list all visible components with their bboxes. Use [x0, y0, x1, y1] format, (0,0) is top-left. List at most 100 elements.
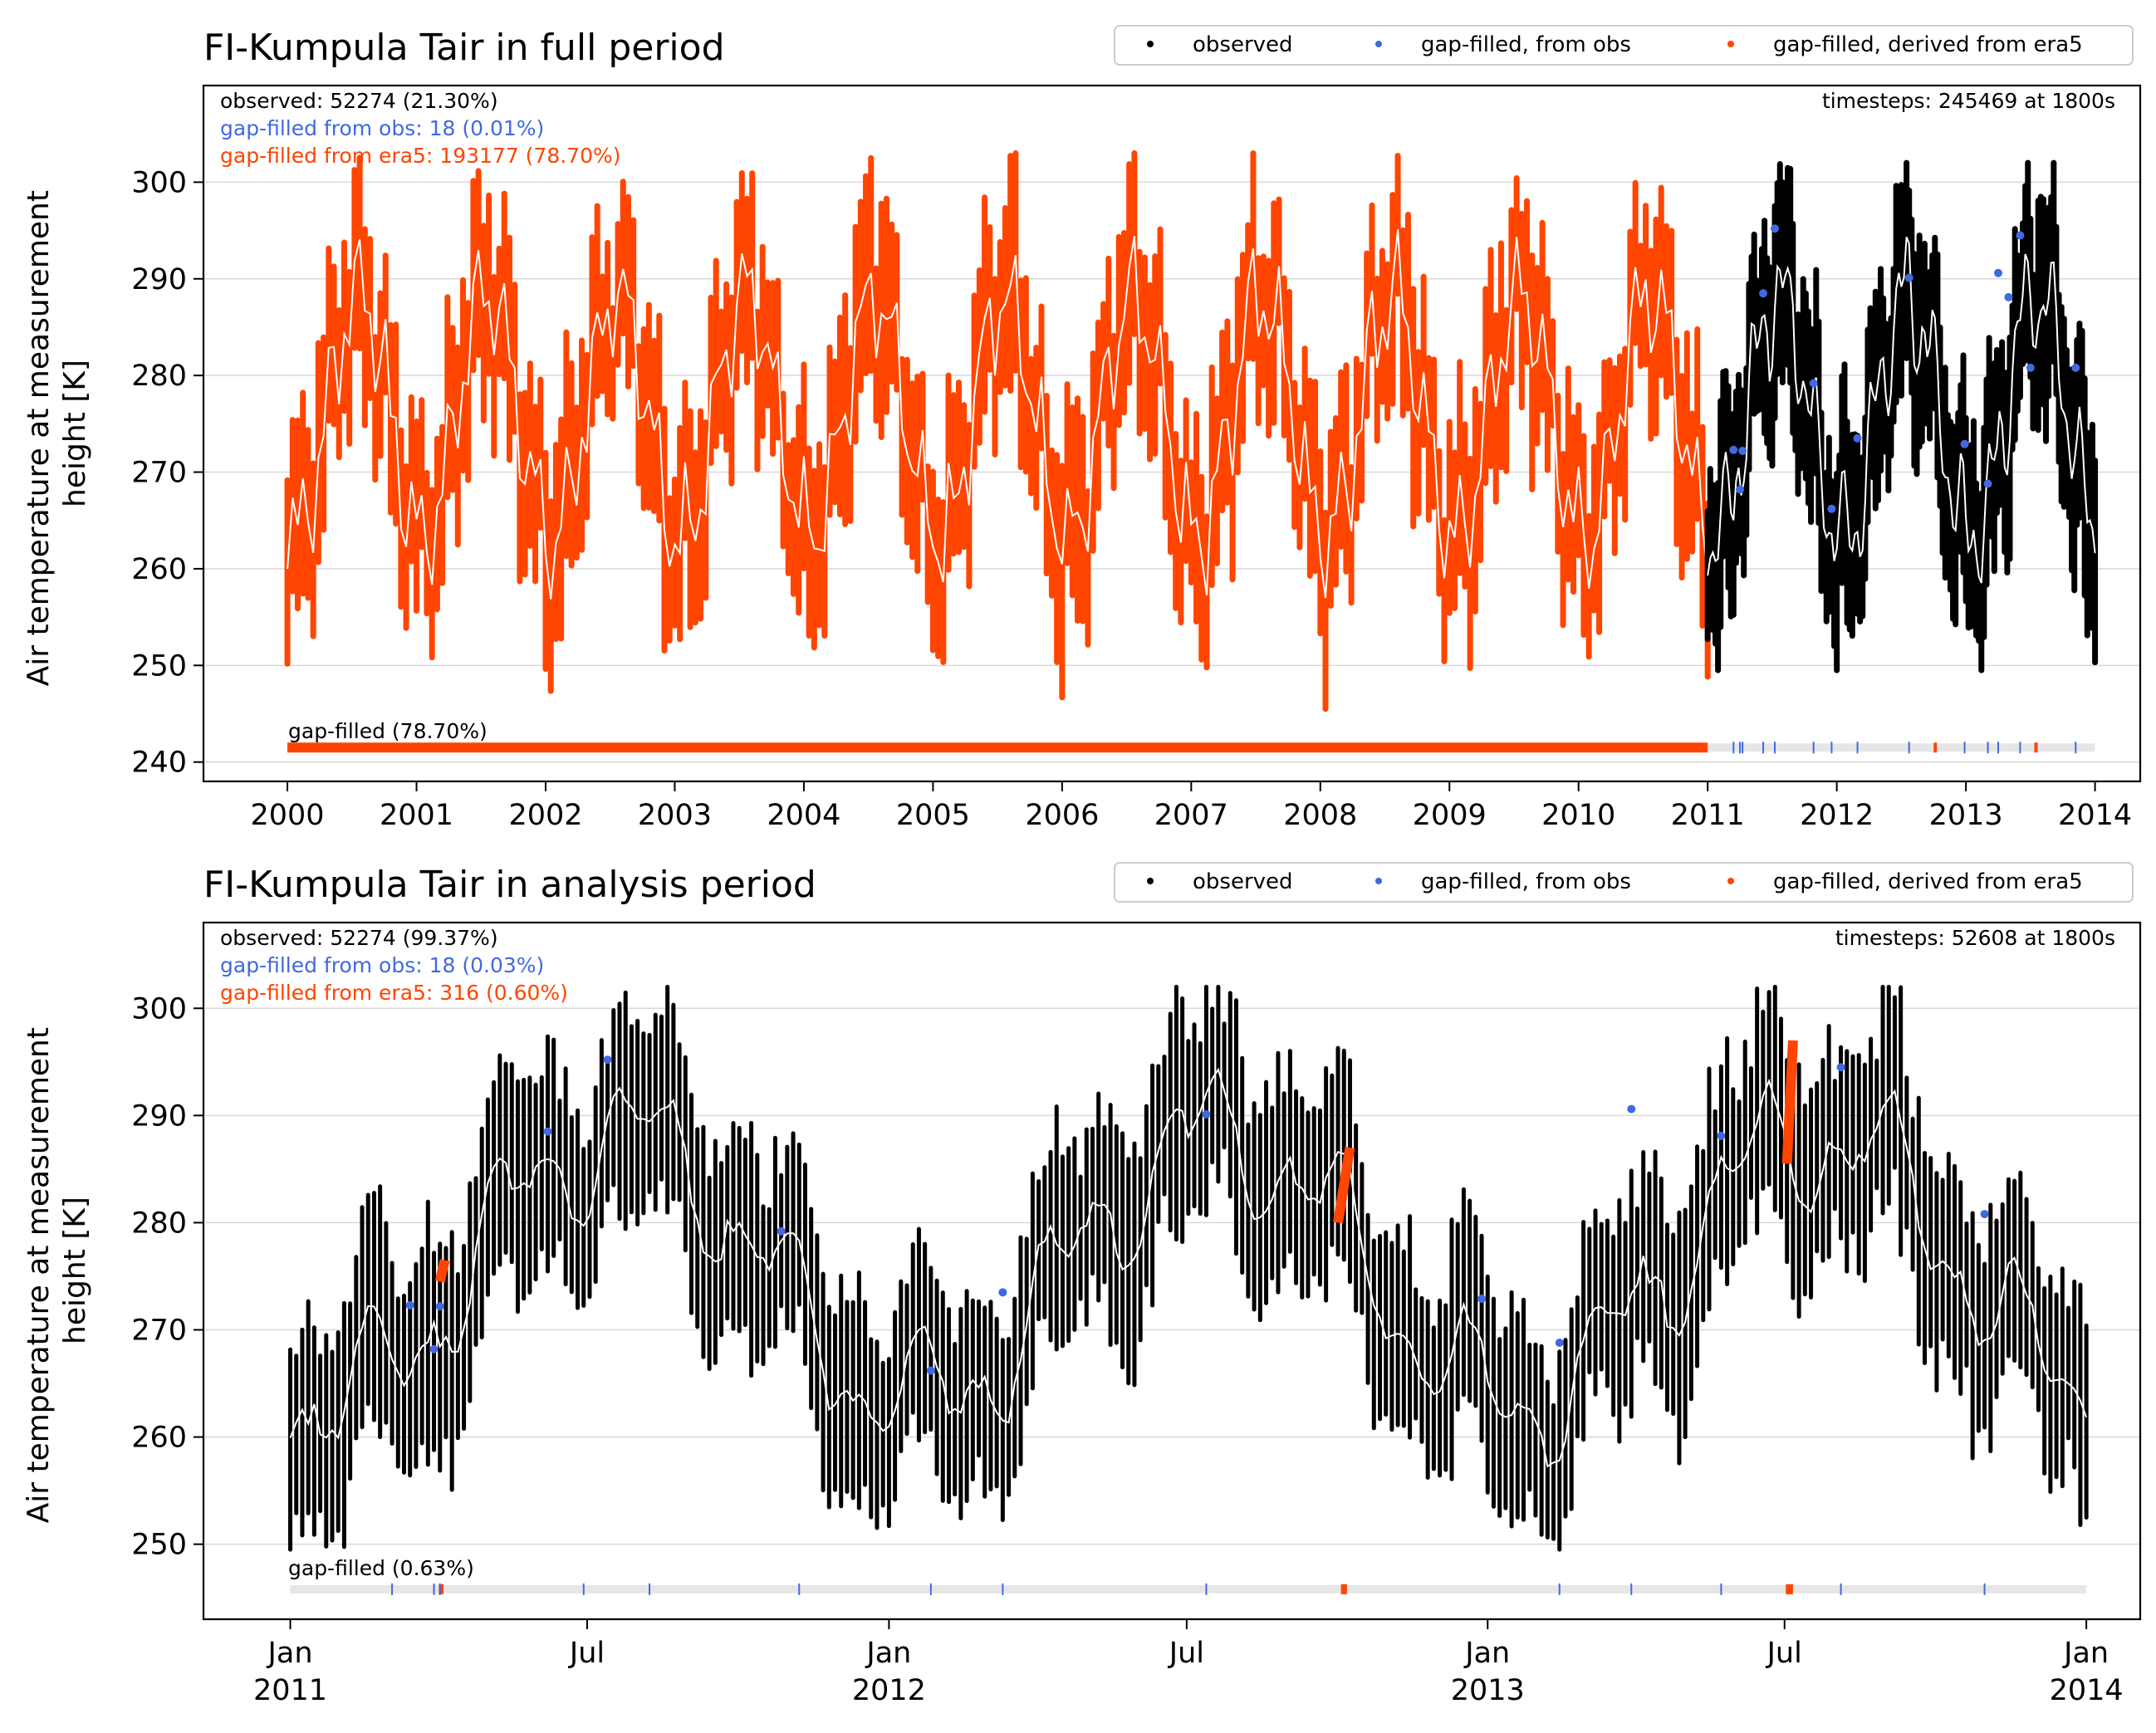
chart-title-full: FI-Kumpula Tair in full period — [203, 27, 725, 69]
y-tick-label: 270 — [131, 457, 187, 490]
axes-frame-analysis — [202, 921, 2142, 1621]
gap-bar-era5-segment — [2034, 742, 2038, 753]
gap-obs-point — [603, 1055, 612, 1065]
gap-obs-point — [1771, 224, 1780, 233]
legend-marker-gap-obs — [1375, 41, 1382, 47]
x-tick-label: 2013 — [1929, 799, 2003, 832]
legend-marker-gap-era5 — [1727, 878, 1734, 884]
legend-label-observed: observed — [1193, 32, 1293, 57]
x-tick-label: Jul — [1766, 1637, 1802, 1670]
gap-obs-point — [777, 1226, 786, 1236]
gap-bar-era5-segment — [1786, 1584, 1793, 1594]
stat-observed-full: observed: 52274 (21.30%) — [220, 89, 498, 113]
x-tick-label: 2006 — [1025, 799, 1099, 832]
legend-box-full — [1114, 25, 2134, 66]
y-axis-label-line2: height [K] — [58, 1197, 92, 1344]
series-observed — [288, 984, 2089, 1552]
gap-obs-point — [1738, 446, 1747, 455]
x-tick-label: 2009 — [1413, 799, 1487, 832]
gap-obs-point — [1729, 445, 1738, 454]
gap-obs-point — [1555, 1338, 1564, 1347]
gap-bar-label-analysis: gap-filled (0.63%) — [288, 1556, 474, 1580]
gap-obs-point — [2026, 363, 2035, 372]
era5-segment — [434, 1259, 450, 1283]
y-axis-label-line2: height [K] — [58, 360, 92, 507]
x-tick-label: 2014 — [2050, 1674, 2124, 1707]
gap-obs-point — [998, 1288, 1007, 1297]
x-tick-label: Jul — [1168, 1637, 1204, 1670]
plot-area-analysis — [288, 984, 2089, 1595]
stat-gap-era5-analysis: gap-filled from era5: 316 (0.60%) — [220, 981, 568, 1005]
x-tick-label: 2008 — [1283, 799, 1357, 832]
legend-box-analysis — [1114, 862, 2134, 903]
era5-segment — [1333, 1147, 1355, 1224]
x-tick-label: Jan — [1463, 1637, 1510, 1670]
stat-timesteps-analysis: timesteps: 52608 at 1800s — [1835, 926, 2115, 950]
era5-segment — [1781, 1040, 1798, 1164]
gap-obs-point — [1980, 1210, 1989, 1219]
y-tick-label: 280 — [131, 1207, 187, 1240]
x-tick-label: 2000 — [251, 799, 325, 832]
legend-marker-gap-era5 — [1727, 41, 1734, 47]
gap-obs-point — [435, 1302, 444, 1311]
y-axis-label-line1: Air temperature at measurement — [22, 1027, 56, 1523]
y-axis-label-analysis: Air temperature at measurement height [K… — [22, 1018, 92, 1524]
gap-obs-point — [1759, 289, 1768, 298]
gap-obs-point — [1827, 504, 1836, 513]
gap-bar-track — [290, 1584, 2087, 1593]
gap-obs-point — [429, 1344, 439, 1354]
gap-obs-point — [543, 1127, 552, 1136]
legend-marker-gap-obs — [1375, 878, 1382, 884]
panel-analysis-period: FI-Kumpula Tair in analysis period 250 26… — [22, 862, 2142, 1707]
x-tick-label: 2011 — [253, 1674, 327, 1707]
y-tick-label: 260 — [131, 553, 187, 586]
chart-title-analysis: FI-Kumpula Tair in analysis period — [203, 864, 816, 906]
legend-label-gap-obs: gap-filled, from obs — [1421, 869, 1631, 894]
gap-obs-point — [1836, 1063, 1845, 1072]
y-tick-label: 240 — [131, 747, 187, 780]
x-tick-label: Jul — [568, 1637, 605, 1670]
legend-label-gap-era5: gap-filled, derived from era5 — [1773, 32, 2083, 57]
gap-obs-point — [1477, 1295, 1487, 1304]
gap-bar-era5-segment — [1933, 742, 1938, 753]
x-tick-label: Jan — [267, 1637, 313, 1670]
x-tick-label: Jan — [2062, 1637, 2109, 1670]
gap-bar-era5-segment — [1340, 1584, 1347, 1594]
x-tick-label: 2002 — [508, 799, 582, 832]
weekly-mean-line — [1707, 237, 2096, 584]
series-era5 — [284, 149, 1711, 712]
gap-obs-point — [1993, 268, 2002, 277]
legend-label-gap-obs: gap-filled, from obs — [1421, 32, 1631, 57]
gap-obs-point — [1960, 439, 1969, 448]
legend-label-gap-era5: gap-filled, derived from era5 — [1773, 869, 2083, 894]
y-tick-label: 250 — [131, 1529, 187, 1562]
x-tick-label: 2004 — [767, 799, 840, 832]
series-observed — [1704, 159, 2099, 673]
y-axis-label-full: Air temperature at measurement height [K… — [22, 181, 92, 687]
x-tick-label: 2013 — [1451, 1674, 1525, 1707]
legend-marker-observed — [1147, 41, 1154, 47]
y-tick-label: 300 — [131, 992, 187, 1026]
gap-obs-point — [405, 1300, 414, 1310]
legend-full: observed gap-filled, from obs gap-filled… — [1114, 25, 2134, 66]
x-tick-label: Jan — [865, 1637, 911, 1670]
y-axis-label-line1: Air temperature at measurement — [22, 190, 56, 686]
stat-gap-era5-full: gap-filled from era5: 193177 (78.70%) — [220, 144, 621, 168]
x-axis-full: 2000 2001 2002 2003 2004 2005 2006 2007 2008 2009… — [251, 781, 2132, 832]
y-tick-label: 290 — [131, 1099, 187, 1133]
x-tick-label: 2010 — [1541, 799, 1615, 832]
gap-obs-point — [1809, 379, 1818, 388]
x-tick-label: 2003 — [638, 799, 712, 832]
y-tick-label: 270 — [131, 1314, 187, 1347]
plot-area-full — [284, 149, 2099, 754]
y-axis-analysis: 250 260 270 280 290 300 — [131, 992, 203, 1562]
panel-full-period: FI-Kumpula Tair in full period 240 250 260… — [22, 25, 2142, 832]
x-tick-label: 2014 — [2058, 799, 2132, 832]
gap-obs-point — [2016, 231, 2025, 240]
gap-bar-label-full: gap-filled (78.70%) — [288, 719, 488, 743]
axes-frame-full — [202, 84, 2142, 783]
legend-analysis: observed gap-filled, from obs gap-filled… — [1114, 862, 2134, 903]
gap-obs-point — [926, 1366, 935, 1375]
x-tick-label: 2001 — [380, 799, 453, 832]
